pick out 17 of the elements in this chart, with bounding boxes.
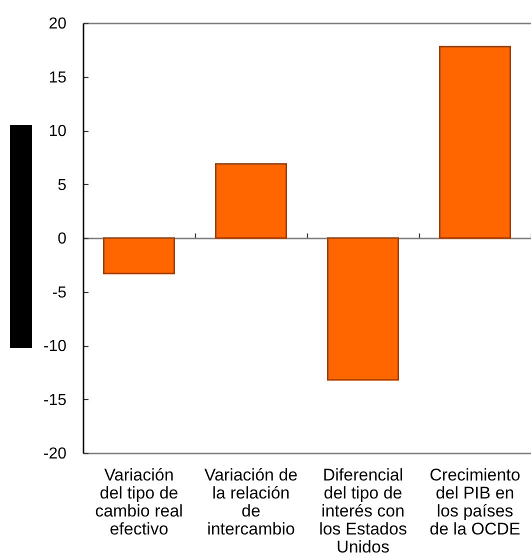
y-tick-label: 15	[48, 69, 67, 86]
y-tick-label: -15	[43, 392, 67, 409]
bar	[102, 237, 176, 274]
y-tick-label: -10	[43, 338, 67, 355]
bar	[438, 46, 512, 239]
x-tick-label: Variación de la relación de intercambio	[204, 466, 298, 538]
x-tick-label: Crecimiento del PIB en los países de la OCDE	[430, 466, 520, 538]
y-tick-label: 5	[58, 176, 67, 194]
bar	[326, 237, 400, 381]
y-tick-label: -5	[52, 284, 67, 302]
y-tick-label: -20	[43, 446, 67, 462]
y-tick-label: 0	[58, 230, 67, 248]
x-tick-label: Variación del tipo de cambio real efectivo	[95, 466, 183, 538]
x-tick-label: Diferencial del tipo de interés con los Estados Unidos	[319, 466, 407, 556]
y-tick-label: 10	[48, 123, 67, 140]
y-tick-label: 20	[48, 16, 67, 32]
bar	[214, 163, 288, 239]
